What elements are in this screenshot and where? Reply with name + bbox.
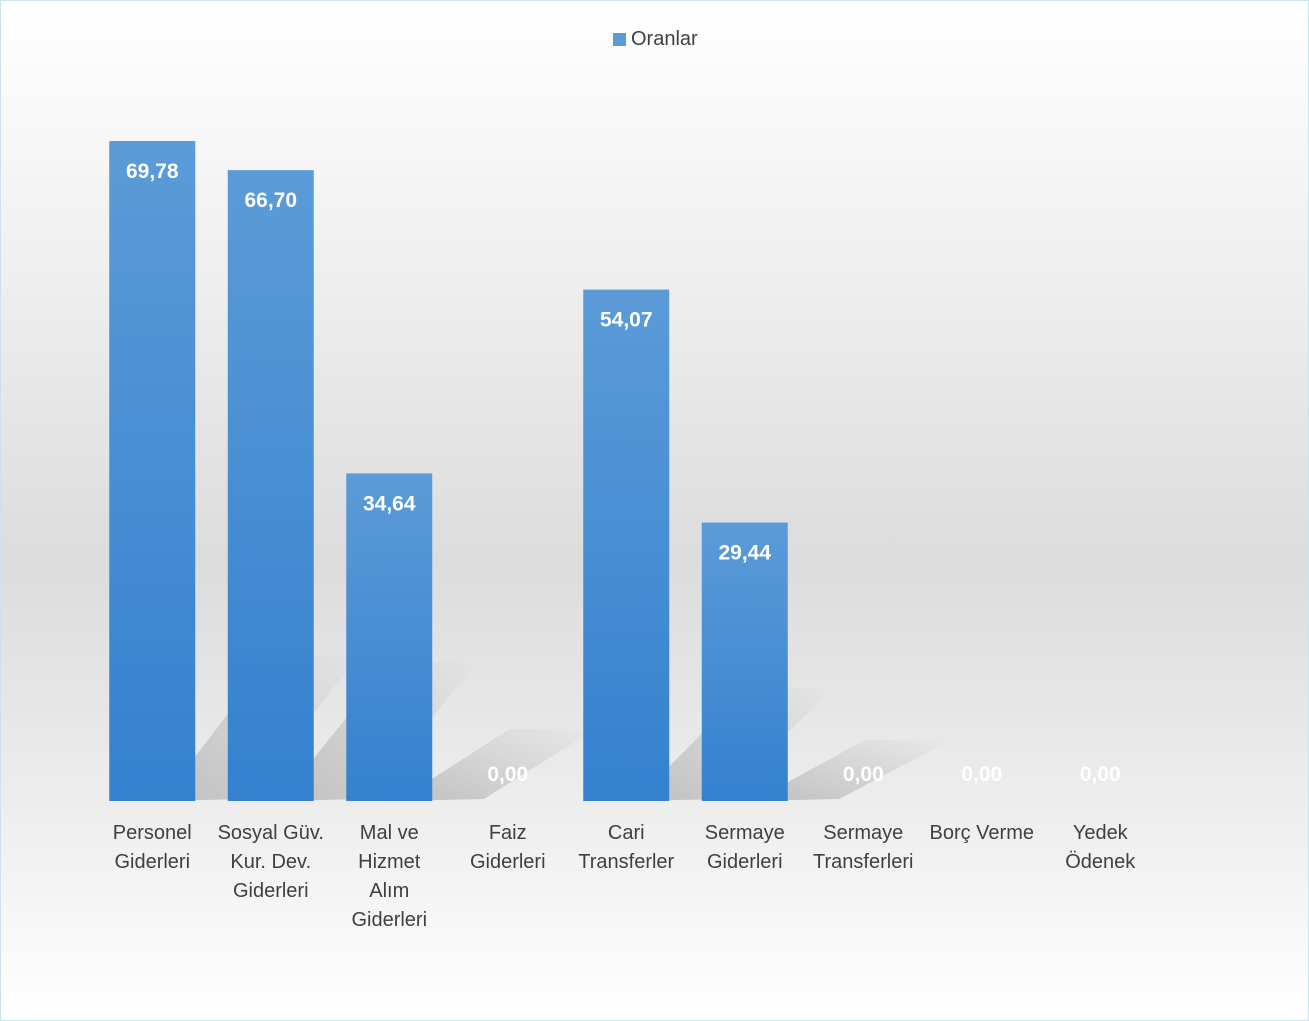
data-label: 66,70 [244,189,297,212]
data-label: 0,00 [487,763,528,786]
bar-shadow [753,739,952,801]
data-label: 0,00 [843,763,884,786]
category-label: Sermaye [705,822,785,844]
category-label: Giderleri [233,880,309,902]
category-label: Ödenek [1065,851,1136,873]
category-label: Hizmet [358,851,421,873]
category-label: Mal ve [360,822,419,844]
data-label: 0,00 [961,763,1002,786]
category-label: Giderleri [114,851,190,873]
x-axis-labels: Personel Giderleri Sosyal Güv. Kur. Dev. Gid… [113,822,1136,931]
data-label: 29,44 [718,542,771,565]
category-label: Yedek [1073,822,1129,844]
category-label: Sermaye [823,822,903,844]
category-label: Giderleri [470,851,546,873]
category-label: Borç Verme [930,822,1034,844]
category-label: Alım [369,880,409,902]
data-label: 54,07 [600,309,653,332]
bar [227,170,314,801]
bar [701,522,788,801]
category-label: Faiz [489,822,527,844]
data-label: 34,64 [363,492,416,515]
data-label: 69,78 [126,160,179,183]
category-label: Cari [608,822,645,844]
bar [109,141,196,801]
data-labels: 69,78 66,70 34,64 0,00 54,07 29,44 0,00 0,00 0,0… [126,160,1121,786]
data-label: 0,00 [1080,763,1121,786]
category-label: Transferleri [813,851,913,873]
category-label: Giderleri [707,851,783,873]
legend: Oranlar [613,28,698,51]
category-label: Transferler [578,851,674,873]
category-label: Sosyal Güv. [218,822,324,844]
legend-label: Oranlar [631,28,698,50]
bar-shadow [397,728,596,801]
bar [583,289,670,801]
bar [346,473,433,801]
category-label: Giderleri [351,909,427,931]
bar-series [109,141,788,801]
category-label: Kur. Dev. [230,851,311,873]
legend-swatch [613,33,626,46]
category-label: Personel [113,822,192,844]
